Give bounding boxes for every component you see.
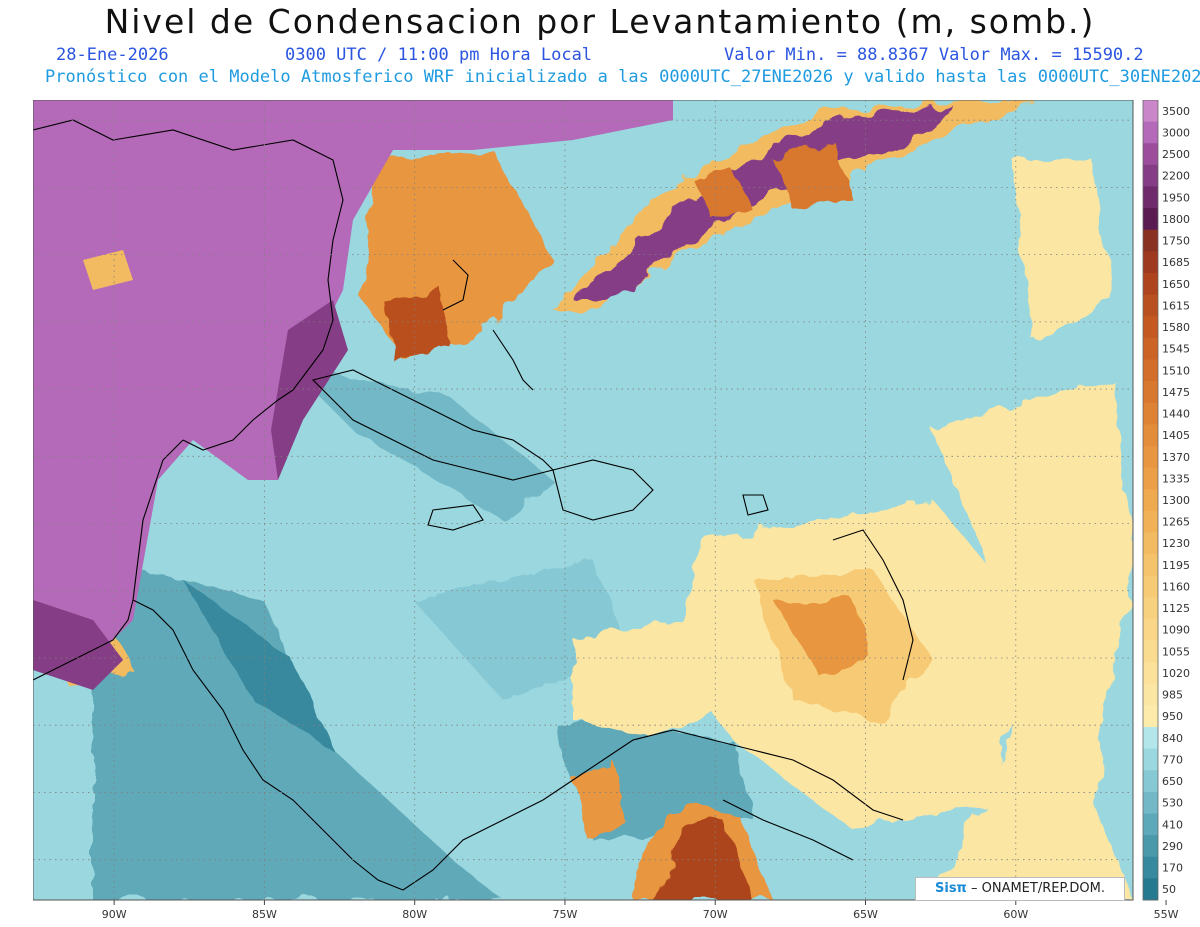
colorbar-label: 1650: [1162, 278, 1190, 291]
colorbar-label: 1370: [1162, 451, 1190, 464]
colorbar-label: 1335: [1162, 472, 1190, 485]
colorbar-label: 1020: [1162, 667, 1190, 680]
colorbar-swatch: [1143, 208, 1158, 231]
colorbar-label: 530: [1162, 797, 1183, 810]
colorbar-swatch: [1143, 359, 1158, 382]
colorbar-label: 1195: [1162, 559, 1190, 572]
colorbar-swatch: [1143, 100, 1158, 123]
colorbar-swatch: [1143, 554, 1158, 577]
colorbar-swatch: [1143, 575, 1158, 598]
colorbar-swatch: [1143, 813, 1158, 836]
colorbar-label: 1510: [1162, 364, 1190, 377]
colorbar-swatch: [1143, 164, 1158, 187]
colorbar-label: 840: [1162, 732, 1183, 745]
colorbar-swatch: [1143, 381, 1158, 404]
colorbar-swatch: [1143, 856, 1158, 879]
colorbar-label: 1475: [1162, 386, 1190, 399]
colorbar-swatch: [1143, 337, 1158, 360]
brand-logo: Sisπ: [935, 881, 967, 896]
colorbar-swatch: [1143, 532, 1158, 555]
colorbar-label: 1545: [1162, 343, 1190, 356]
colorbar-swatch: [1143, 294, 1158, 317]
colorbar-frame: [1142, 100, 1159, 901]
colorbar-label: 985: [1162, 689, 1183, 702]
colorbar-label: 1440: [1162, 408, 1190, 421]
credit-text: – ONAMET/REP.DOM.: [966, 881, 1105, 896]
map-title: Nivel de Condensacion por Levantamiento …: [104, 2, 1096, 41]
lon-tick-label: 85W: [252, 908, 277, 921]
colorbar-label: 1950: [1162, 191, 1190, 204]
colorbar-swatch: [1143, 143, 1158, 166]
colorbar-label: 1230: [1162, 537, 1190, 550]
lon-tick-label: 90W: [102, 908, 127, 921]
colorbar-swatch: [1143, 467, 1158, 490]
colorbar: 3500 3000 2500 2200 1950 1800 1750 1685 1650 1615…: [1142, 100, 1190, 901]
colorbar-label: 1265: [1162, 516, 1190, 529]
colorbar-swatch: [1143, 618, 1158, 642]
forecast-date: 28-Ene-2026: [56, 45, 169, 65]
colorbar-label: 1800: [1162, 213, 1190, 226]
colorbar-swatch: [1143, 705, 1158, 728]
longitude-labels: 90W 85W 80W 75W 70W 65W 60W 55W: [102, 900, 1179, 921]
colorbar-swatch: [1143, 878, 1158, 901]
credit-box: Sisπ – ONAMET/REP.DOM.: [915, 877, 1125, 901]
colorbar-swatch: [1143, 186, 1158, 209]
colorbar-swatch: [1143, 662, 1158, 685]
colorbar-swatch: [1143, 272, 1158, 296]
coastlines: [33, 119, 914, 891]
colorbar-label: 3500: [1162, 105, 1190, 118]
colorbar-swatch: [1143, 791, 1158, 815]
colorbar-label: 410: [1162, 818, 1183, 831]
colorbar-swatch: [1143, 640, 1158, 663]
lon-tick-label: 55W: [1154, 908, 1179, 921]
colorbar-label: 650: [1162, 775, 1183, 788]
colorbar-swatch: [1143, 683, 1158, 706]
map-frame: [33, 100, 1134, 901]
colorbar-swatch: [1143, 424, 1158, 447]
colorbar-swatch: [1143, 835, 1158, 858]
colorbar-swatch: [1143, 748, 1158, 771]
colorbar-label: 1090: [1162, 624, 1190, 637]
colorbar-swatch: [1143, 251, 1158, 274]
lon-tick-label: 60W: [1003, 908, 1028, 921]
colorbar-swatch: [1143, 727, 1158, 750]
forecast-time: 0300 UTC / 11:00 pm Hora Local: [285, 45, 593, 65]
colorbar-label: 1750: [1162, 235, 1190, 248]
min-max-values: Valor Min. = 88.8367 Valor Max. = 15590.…: [724, 45, 1144, 65]
colorbar-label: 3000: [1162, 126, 1190, 139]
lon-tick-label: 80W: [402, 908, 427, 921]
colorbar-label: 950: [1162, 710, 1183, 723]
colorbar-label: 2500: [1162, 148, 1190, 161]
colorbar-swatch: [1143, 121, 1158, 144]
colorbar-label: 1160: [1162, 580, 1190, 593]
colorbar-label: 290: [1162, 840, 1183, 853]
colorbar-label: 1125: [1162, 602, 1190, 615]
colorbar-label: 50: [1162, 883, 1176, 896]
colorbar-swatch: [1143, 229, 1158, 252]
lcl-forecast-map: 30N28N26N24N22N20N18N16N14N12N10N8N 90W8…: [33, 100, 1190, 921]
colorbar-swatch: [1143, 597, 1158, 620]
lon-tick-label: 75W: [553, 908, 578, 921]
colorbar-label: 1405: [1162, 429, 1190, 442]
colorbar-swatch: [1143, 316, 1158, 339]
colorbar-label: 1580: [1162, 321, 1190, 334]
colorbar-label: 1300: [1162, 494, 1190, 507]
colorbar-swatch: [1143, 445, 1158, 469]
colorbar-swatch: [1143, 510, 1158, 533]
colorbar-label: 2200: [1162, 170, 1190, 183]
colorbar-label: 1055: [1162, 645, 1190, 658]
colorbar-swatch: [1143, 402, 1158, 425]
colorbar-label: 770: [1162, 753, 1183, 766]
forecast-note: Pronóstico con el Modelo Atmosferico WRF…: [45, 67, 1200, 87]
lon-tick-label: 70W: [703, 908, 728, 921]
lon-tick-label: 65W: [853, 908, 878, 921]
colorbar-swatch: [1143, 770, 1158, 793]
lcl-shading: [33, 100, 1133, 900]
colorbar-label: 170: [1162, 862, 1183, 875]
colorbar-label: 1615: [1162, 299, 1190, 312]
graticule: [33, 100, 1133, 900]
colorbar-label: 1685: [1162, 256, 1190, 269]
colorbar-swatch: [1143, 489, 1158, 512]
